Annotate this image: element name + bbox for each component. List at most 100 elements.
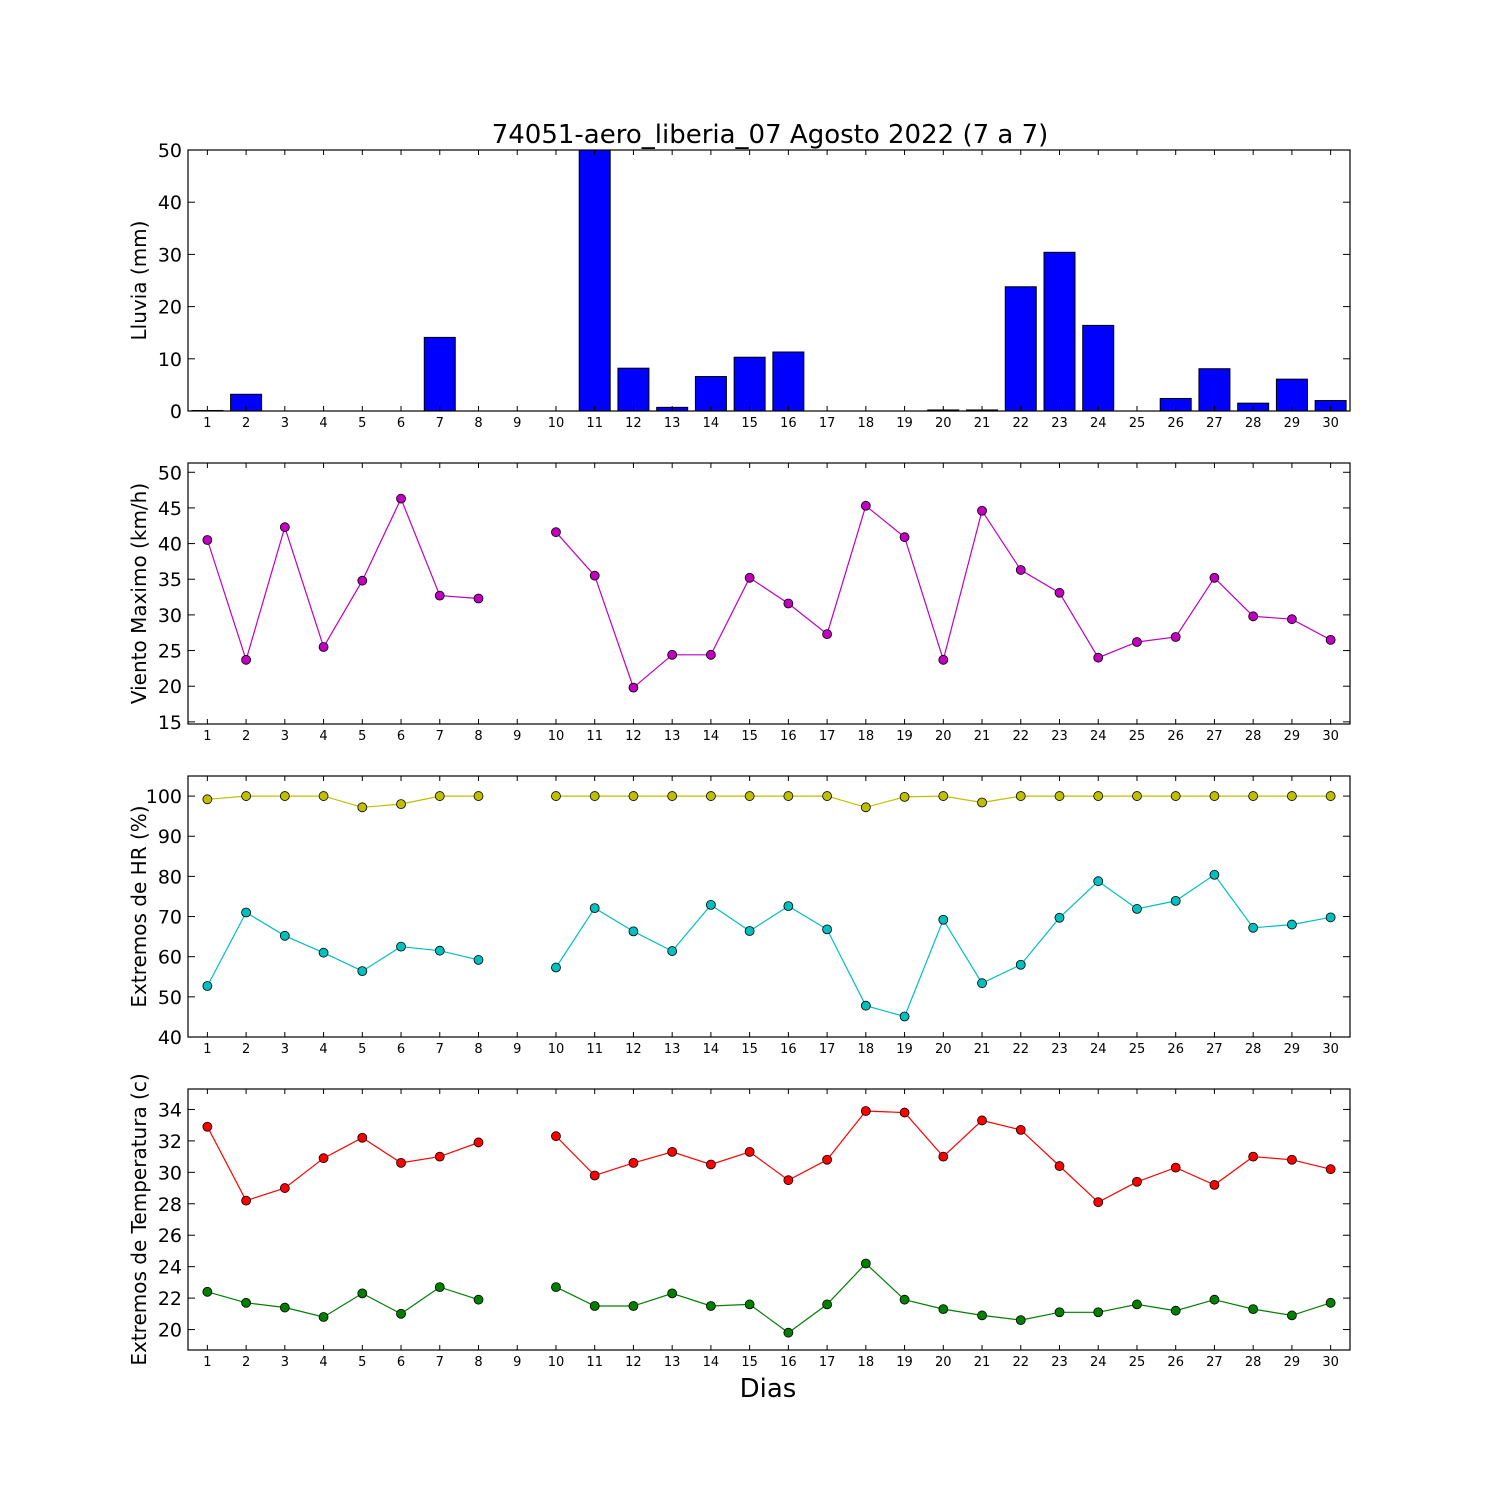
temperature-series-1-point-day-27	[1209, 1180, 1220, 1190]
humidity-series-2-point-day-5	[357, 966, 368, 977]
wind-xtick-label: 7	[436, 729, 444, 744]
humidity-series-1-point-day-23	[1054, 791, 1065, 801]
wind-xtick-label: 25	[1129, 729, 1146, 744]
humidity-series-1-point-day-30	[1325, 791, 1336, 801]
temperature-series-2-point-day-8	[473, 1294, 484, 1305]
rain-xtick-label: 4	[319, 416, 327, 431]
rain-xtick-label: 11	[586, 416, 603, 431]
temperature-series-2-point-day-18	[860, 1258, 871, 1269]
temperature-axes-frame	[187, 1088, 1351, 1351]
humidity-xtick-label: 7	[436, 1042, 444, 1057]
rain-bar-day-22	[1004, 286, 1037, 412]
wind-ytick-label: 35	[158, 569, 182, 591]
temperature-xtick-label: 10	[548, 1355, 565, 1370]
rain-ytick-label: 20	[158, 297, 182, 319]
temperature-series-1-point-day-23	[1054, 1161, 1065, 1171]
temperature-ytick-label: 32	[158, 1131, 182, 1153]
subplots: 1 2 3 4 5 6 7 8 9 10 11 12 13 14 15 16 17 18 19 20 21 22 23 24 2…	[127, 140, 1351, 1370]
rain-xtick-label: 13	[664, 416, 681, 431]
humidity-xtick-label: 1	[203, 1042, 211, 1057]
temperature-series-2-point-day-2	[241, 1297, 252, 1308]
wind-axes-frame	[187, 462, 1351, 725]
humidity-series-1-point-day-28	[1248, 791, 1259, 801]
wind-xtick-label: 13	[664, 729, 681, 744]
wind-y-axis-label: Viento Maximo (km/h)	[127, 483, 151, 704]
humidity-series-1-point-day-18	[860, 802, 871, 813]
temperature-series-2-point-day-1	[202, 1286, 213, 1297]
humidity-xtick-label: 23	[1051, 1042, 1068, 1057]
temperature-series-2-point-day-30	[1325, 1297, 1336, 1308]
panel-rain: 1 2 3 4 5 6 7 8 9 10 11 12 13 14 15 16 17 18 19 20 21 22 23 24 2…	[127, 140, 1351, 431]
wind-series-1-point-day-12	[628, 682, 639, 693]
humidity-series-1-point-day-17	[822, 791, 832, 801]
wind-series-1-point-day-4	[318, 642, 329, 652]
temperature-xtick-label: 4	[319, 1355, 327, 1370]
temperature-series-1-line	[206, 1126, 479, 1202]
humidity-series-1-point-day-8	[473, 791, 484, 801]
temperature-series-2-point-day-22	[1015, 1315, 1026, 1326]
humidity-series-1-point-day-16	[783, 791, 794, 801]
temperature-series-2-point-day-19	[899, 1294, 910, 1305]
temperature-ytick-label: 24	[158, 1257, 182, 1279]
humidity-series-2-point-day-12	[628, 926, 639, 937]
temperature-series-1-point-day-10	[551, 1131, 561, 1142]
temperature-xtick-label: 14	[703, 1355, 720, 1370]
temperature-xtick-label: 24	[1090, 1355, 1107, 1370]
wind-xtick-label: 29	[1284, 729, 1301, 744]
humidity-series-2-point-day-28	[1248, 922, 1259, 933]
rain-xtick-label: 12	[625, 416, 642, 431]
humidity-xtick-label: 18	[858, 1042, 875, 1057]
humidity-series-2-point-day-17	[822, 924, 832, 935]
temperature-series-2-point-day-3	[279, 1302, 290, 1313]
rain-xtick-label: 14	[703, 416, 720, 431]
temperature-series-1-point-day-2	[241, 1195, 252, 1206]
humidity-xtick-label: 19	[896, 1042, 913, 1057]
humidity-series-2-point-day-21	[977, 978, 987, 989]
humidity-series-2-point-day-29	[1287, 919, 1297, 930]
humidity-xtick-label: 30	[1322, 1042, 1339, 1057]
humidity-series-2-point-day-11	[589, 903, 600, 914]
wind-series-1-point-day-1	[202, 535, 213, 545]
temperature-ytick-label: 34	[158, 1099, 182, 1121]
temperature-xtick-label: 9	[513, 1355, 521, 1370]
wind-xtick-label: 11	[586, 729, 603, 744]
temperature-ytick-label: 28	[158, 1194, 182, 1216]
wind-ytick-label: 40	[158, 534, 182, 556]
humidity-series-2-point-day-13	[667, 946, 678, 956]
temperature-xtick-label: 21	[974, 1355, 991, 1370]
wind-xtick-label: 14	[703, 729, 720, 744]
humidity-xtick-label: 2	[242, 1042, 250, 1057]
humidity-series-2-point-day-25	[1132, 904, 1142, 914]
temperature-series-1-point-day-22	[1015, 1124, 1026, 1135]
humidity-xtick-label: 11	[586, 1042, 603, 1057]
humidity-series-1-point-day-21	[977, 797, 987, 808]
humidity-series-1-point-day-13	[667, 791, 678, 801]
humidity-series-2-point-day-18	[860, 1000, 871, 1011]
humidity-xtick-label: 22	[1012, 1042, 1029, 1057]
humidity-series-2-point-day-2	[241, 907, 252, 918]
panel-humidity: 1 2 3 4 5 6 7 8 9 10 11 12 13 14 15 16 17 18 19 20 21 22 23 24 2…	[127, 775, 1351, 1057]
humidity-series-2-point-day-22	[1015, 959, 1026, 970]
temperature-xtick-label: 3	[281, 1355, 289, 1370]
temperature-xtick-label: 15	[741, 1355, 758, 1370]
temperature-xtick-label: 20	[935, 1355, 952, 1370]
rain-xtick-label: 6	[397, 416, 405, 431]
humidity-series-2-point-day-10	[551, 962, 561, 973]
temperature-xtick-label: 2	[242, 1355, 250, 1370]
temperature-xtick-label: 11	[586, 1355, 603, 1370]
humidity-axes-frame	[187, 775, 1351, 1038]
wind-xtick-label: 22	[1012, 729, 1029, 744]
wind-xtick-label: 15	[741, 729, 758, 744]
humidity-series-1-line	[207, 795, 479, 808]
temperature-xtick-label: 12	[625, 1355, 642, 1370]
humidity-series-2-line	[206, 911, 479, 987]
temperature-xtick-label: 19	[896, 1355, 913, 1370]
rain-y-axis-label: Lluvia (mm)	[127, 221, 151, 341]
humidity-series-1-point-day-19	[899, 791, 910, 802]
rain-axes-frame	[187, 149, 1351, 412]
wind-series-1-point-day-24	[1093, 652, 1104, 663]
wind-series-1-point-day-6	[396, 493, 406, 504]
temperature-ytick-label: 26	[158, 1225, 182, 1247]
wind-xtick-label: 8	[474, 729, 482, 744]
